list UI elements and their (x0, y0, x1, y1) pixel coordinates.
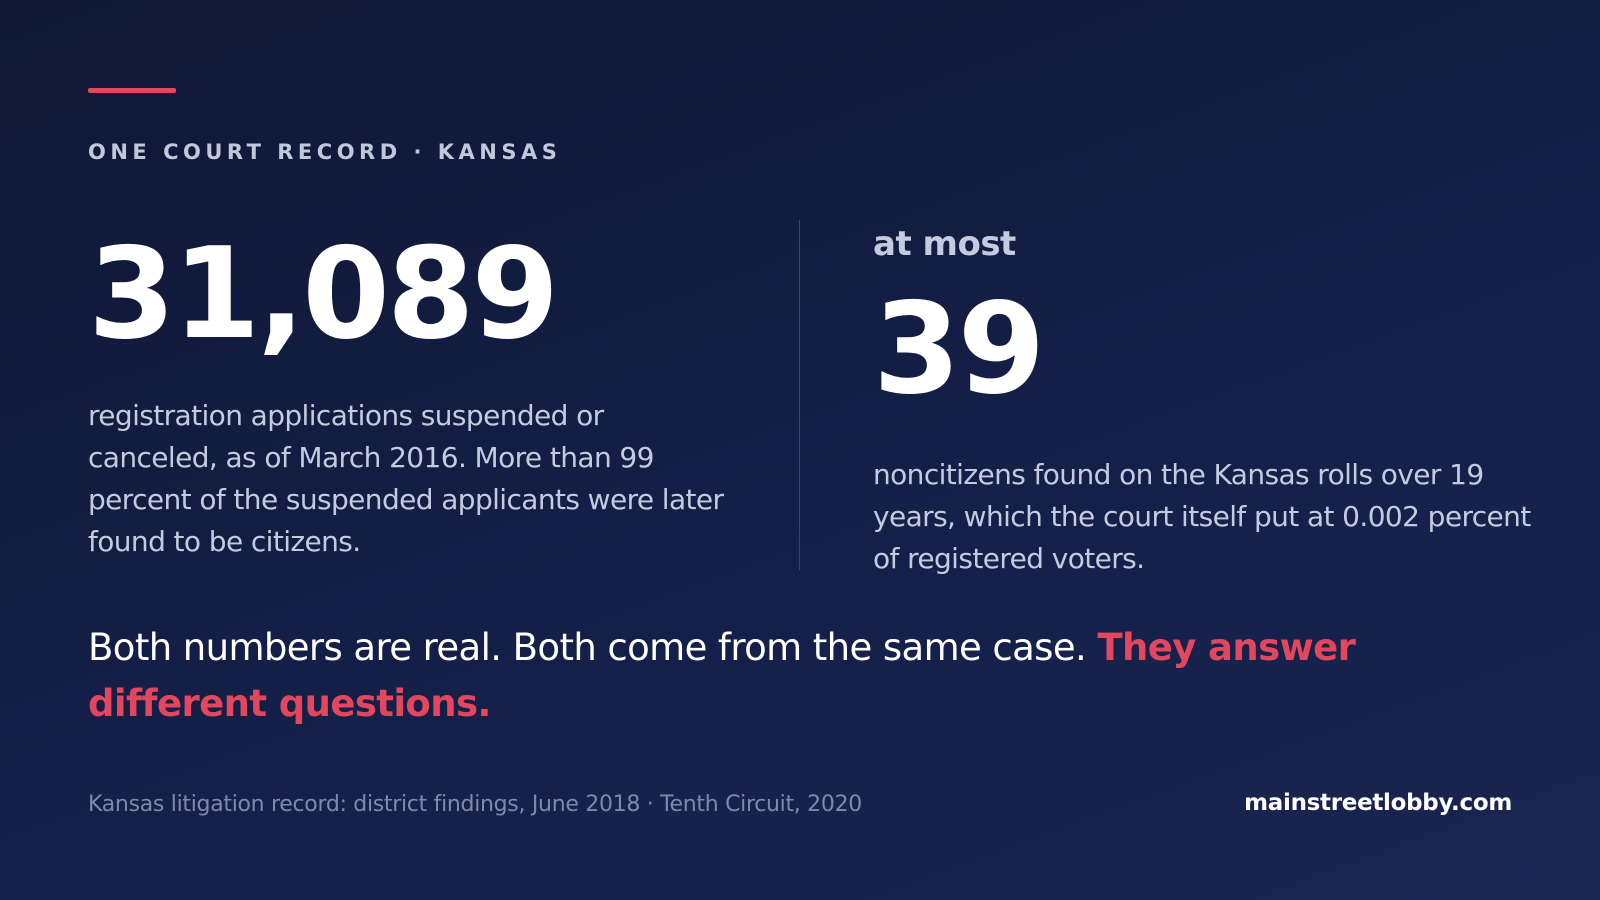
left-stat-description: registration applications suspended or c… (88, 399, 724, 558)
conclusion-text: Both numbers are real. Both come from th… (88, 626, 1098, 669)
column-divider (799, 220, 800, 570)
right-stat-description: noncitizens found on the Kansas rolls ov… (873, 458, 1531, 575)
conclusion-statement: Both numbers are real. Both come from th… (88, 620, 1528, 732)
right-stat-block: at most 39 noncitizens found on the Kans… (873, 224, 1533, 580)
right-stat-qualifier: at most (873, 224, 1016, 264)
accent-bar (88, 88, 176, 93)
brand-url: mainstreetlobby.com (1244, 790, 1512, 816)
eyebrow-label: ONE COURT RECORD · KANSAS (88, 140, 562, 164)
right-stat-number: 39 (873, 275, 1045, 422)
left-stat-number: 31,089 (88, 220, 559, 367)
source-citation: Kansas litigation record: district findi… (88, 792, 862, 817)
conclusion-highlight: They answer different questions. (88, 626, 1356, 725)
left-stat-block: 31,089 registration applications suspend… (88, 215, 728, 563)
